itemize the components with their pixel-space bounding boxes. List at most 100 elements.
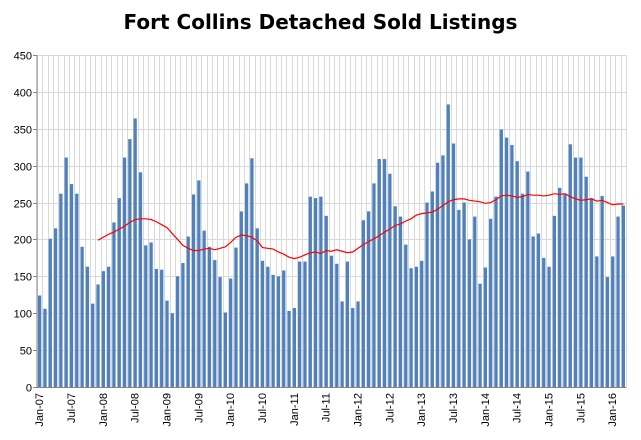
bar: [122, 157, 127, 387]
bar: [250, 158, 254, 387]
bar: [298, 261, 302, 387]
bar: [425, 202, 429, 387]
x-tick-label: Jul-11: [321, 393, 333, 422]
bar: [382, 159, 387, 387]
bar: [197, 180, 201, 387]
bar: [504, 137, 509, 387]
y-tick-label: 150: [14, 272, 32, 284]
x-tick-label: Jan-08: [98, 393, 110, 427]
x-tick-label: Jan-13: [416, 393, 428, 427]
bar: [43, 308, 47, 387]
y-axis-tick-labels: 0 50 100 150 200 250 300 350 400 450: [14, 51, 32, 395]
bar: [420, 260, 424, 387]
bar: [404, 244, 408, 387]
bar: [165, 300, 169, 387]
bar: [462, 202, 466, 387]
x-tick-label: Jul-14: [512, 393, 524, 423]
bar: [181, 263, 185, 387]
y-tick-label: 450: [14, 51, 32, 63]
bar: [473, 216, 477, 387]
x-tick-label: Jan-16: [607, 393, 619, 427]
bar: [356, 301, 360, 387]
bar: [202, 230, 206, 387]
bar: [223, 312, 228, 387]
bar: [345, 261, 350, 387]
bar: [451, 143, 456, 387]
x-tick-label: Jul-15: [575, 393, 587, 423]
bar: [520, 193, 525, 387]
bar: [112, 222, 116, 387]
bar: [515, 161, 519, 387]
bar: [244, 183, 249, 387]
x-tick-label: Jan-12: [353, 393, 365, 427]
bar: [282, 270, 286, 387]
y-tick-label: 400: [14, 88, 32, 100]
trend-line-series: [97, 193, 624, 260]
y-tick-label: 50: [20, 346, 32, 358]
bar: [377, 159, 381, 387]
x-tick-label: Jul-08: [130, 393, 142, 423]
bar: [361, 220, 365, 387]
bar: [595, 256, 599, 387]
bar: [435, 162, 440, 387]
bar: [526, 171, 530, 387]
bar: [531, 236, 535, 387]
bar: [605, 277, 610, 387]
x-tick-label: Jul-10: [257, 393, 269, 423]
bar: [467, 239, 472, 387]
bar: [144, 245, 148, 387]
bar: [579, 157, 583, 387]
bar: [154, 268, 159, 387]
bar: [621, 205, 625, 387]
bar: [287, 311, 291, 387]
bar: [589, 198, 594, 387]
bar: [213, 260, 217, 387]
y-tick-label: 100: [14, 309, 32, 321]
bar: [91, 303, 95, 387]
bar: [388, 173, 392, 387]
bar-series: [38, 104, 625, 388]
bar: [292, 308, 297, 387]
bar: [393, 206, 397, 387]
axes: [33, 55, 626, 388]
bar: [260, 260, 265, 387]
y-tick-label: 250: [14, 199, 32, 211]
bar: [542, 257, 546, 387]
x-tick-label: Jul-12: [384, 393, 396, 423]
bar: [69, 184, 74, 387]
bar: [372, 183, 376, 387]
chart-title: Fort Collins Detached Sold Listings: [123, 10, 518, 34]
bar: [59, 193, 63, 387]
bar: [547, 266, 551, 387]
bar: [510, 145, 514, 387]
x-tick-label: Jan-14: [480, 393, 492, 427]
bar: [536, 233, 541, 387]
bar: [611, 256, 615, 387]
bar: [409, 268, 413, 387]
bar: [319, 196, 323, 387]
bar: [308, 196, 312, 387]
x-tick-label: Jan-10: [225, 393, 237, 427]
bar: [106, 266, 111, 387]
bar: [53, 228, 58, 387]
bar: [38, 295, 42, 387]
bar: [255, 228, 259, 387]
bar: [584, 176, 588, 387]
x-axis-tick-labels: Jan-07 Jul-07 Jan-08 Jul-08 Jan-09 Jul-09 Jan-…: [34, 393, 619, 427]
bar: [351, 308, 355, 387]
bar: [616, 216, 620, 387]
bar: [573, 157, 578, 387]
bar: [175, 276, 180, 387]
y-tick-label: 200: [14, 235, 32, 247]
bar: [414, 266, 419, 387]
bar: [75, 193, 79, 387]
bar: [457, 209, 461, 387]
bar: [483, 267, 488, 387]
bar: [335, 263, 339, 387]
bar: [80, 246, 84, 387]
bar: [563, 193, 567, 387]
x-tick-label: Jul-13: [448, 393, 460, 423]
bar: [558, 187, 562, 387]
bar: [149, 242, 153, 387]
